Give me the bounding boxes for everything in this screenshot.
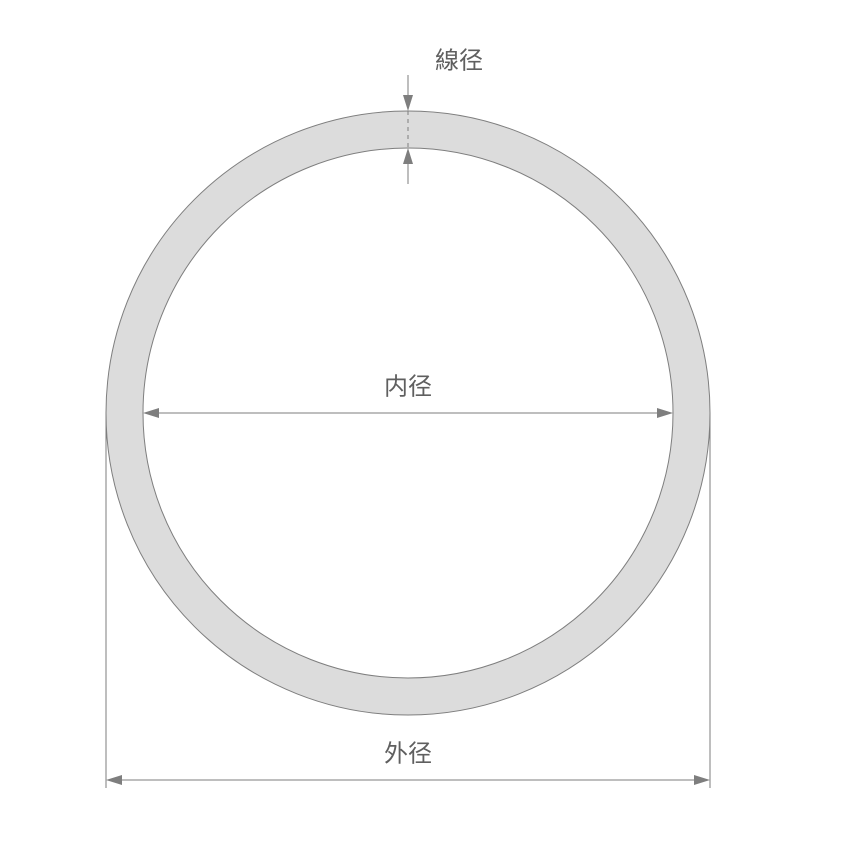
wire-diameter-label: 線径 [435,47,483,74]
inner-diameter-label: 内径 [384,373,432,400]
ring-dimension-diagram: 線径内径外径 [0,0,850,850]
outer-diameter-label: 外径 [384,740,432,767]
